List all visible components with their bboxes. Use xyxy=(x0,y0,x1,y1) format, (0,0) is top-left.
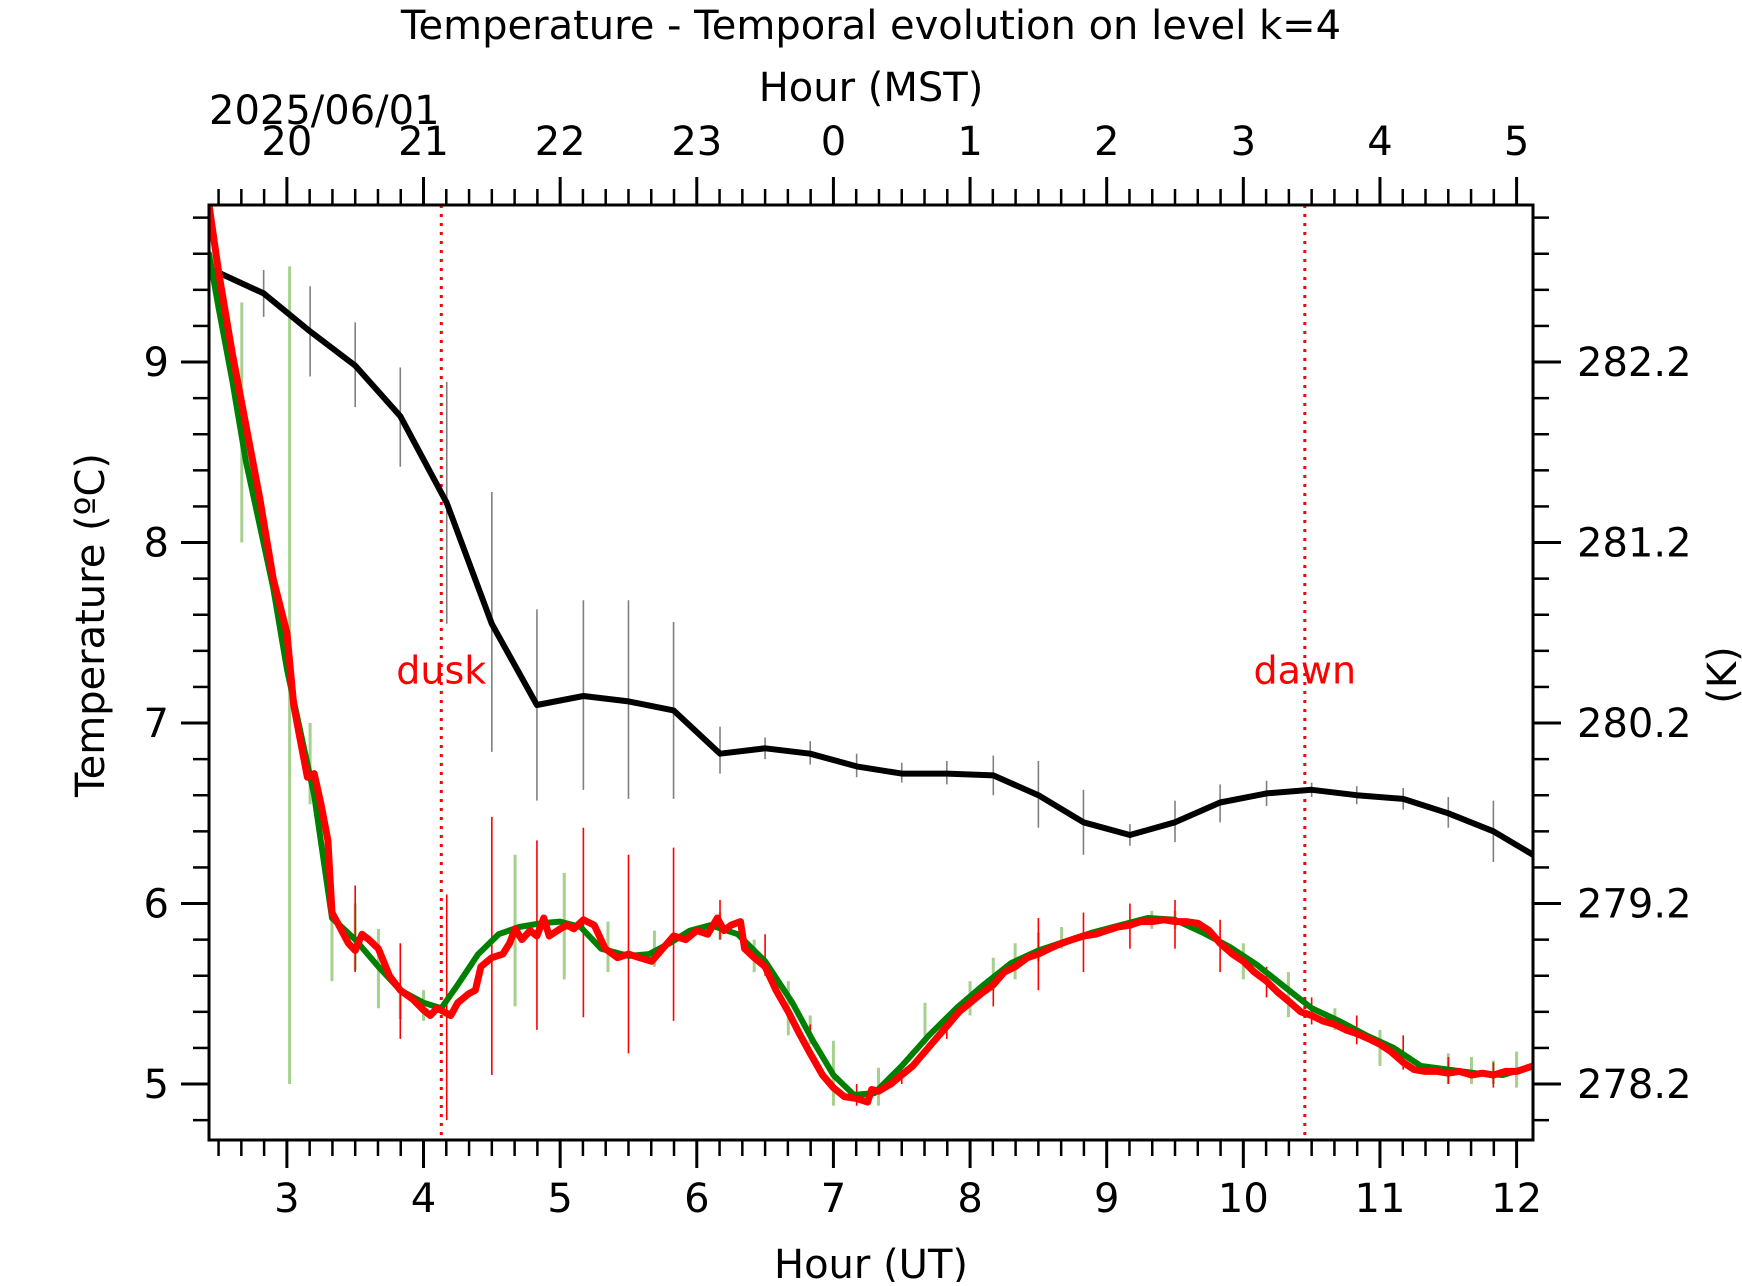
x-tick-label: 4 xyxy=(411,1176,436,1222)
x-tick-label: 7 xyxy=(821,1176,846,1222)
x-tick-label: 5 xyxy=(547,1176,572,1222)
y-tick-label: 8 xyxy=(144,521,169,567)
x-tick-label: 8 xyxy=(957,1176,982,1222)
x-tick-label: 10 xyxy=(1218,1176,1269,1222)
x-top-tick-label: 0 xyxy=(821,119,846,165)
y-tick-label: 5 xyxy=(144,1062,169,1108)
annotation-dusk: dusk xyxy=(396,648,486,692)
y-right-tick-label: 278.2 xyxy=(1577,1062,1692,1108)
date-label: 2025/06/01 xyxy=(209,88,440,134)
x-top-tick-label: 20 xyxy=(261,119,312,165)
x-top-tick-label: 23 xyxy=(671,119,722,165)
y-tick-label: 7 xyxy=(144,701,169,747)
x-top-tick-label: 2 xyxy=(1094,119,1119,165)
x-tick-label: 11 xyxy=(1355,1176,1406,1222)
y-tick-label: 6 xyxy=(144,882,169,928)
y-right-tick-label: 282.2 xyxy=(1577,340,1692,386)
x-tick-label: 3 xyxy=(274,1176,299,1222)
plot-frame xyxy=(207,203,1535,1142)
annotation-dawn: dawn xyxy=(1254,648,1357,692)
x-top-tick-label: 4 xyxy=(1367,119,1392,165)
x-top-tick-label: 21 xyxy=(398,119,449,165)
y-right-tick-label: 281.2 xyxy=(1577,521,1692,567)
x-top-tick-label: 22 xyxy=(535,119,586,165)
x-top-tick-label: 3 xyxy=(1231,119,1256,165)
top-axis-label: Hour (MST) xyxy=(759,65,984,111)
x-top-tick-label: 1 xyxy=(957,119,982,165)
y-axis-label: Temperature (ºC) xyxy=(68,453,114,798)
series-lines xyxy=(209,205,1533,1106)
x-tick-label: 6 xyxy=(684,1176,709,1222)
y-axis-right-label: (K) xyxy=(1700,646,1742,703)
series-line-2 xyxy=(209,205,1533,1106)
chart-title: Temperature - Temporal evolution on leve… xyxy=(400,3,1341,49)
x-tick-label: 9 xyxy=(1094,1176,1119,1222)
x-axis-label: Hour (UT) xyxy=(774,1242,968,1282)
series-line-0 xyxy=(209,265,1533,858)
errorbars xyxy=(240,266,1519,1121)
x-tick-label: 12 xyxy=(1491,1176,1542,1222)
y-right-tick-label: 279.2 xyxy=(1577,882,1692,928)
y-tick-label: 9 xyxy=(144,340,169,386)
y-right-tick-label: 280.2 xyxy=(1577,701,1692,747)
series-line-1 xyxy=(209,250,1533,1098)
x-top-tick-label: 5 xyxy=(1504,119,1529,165)
